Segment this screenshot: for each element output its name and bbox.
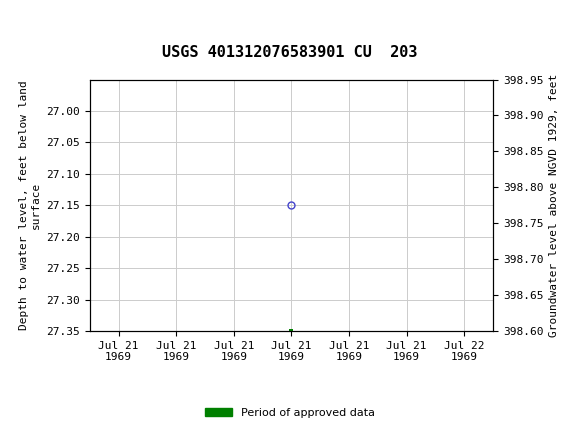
Text: ≡USGS: ≡USGS <box>7 11 78 29</box>
Y-axis label: Depth to water level, feet below land
surface: Depth to water level, feet below land su… <box>19 80 41 330</box>
Text: USGS 401312076583901 CU  203: USGS 401312076583901 CU 203 <box>162 45 418 60</box>
Y-axis label: Groundwater level above NGVD 1929, feet: Groundwater level above NGVD 1929, feet <box>549 74 559 337</box>
Legend: Period of approved data: Period of approved data <box>200 403 380 422</box>
